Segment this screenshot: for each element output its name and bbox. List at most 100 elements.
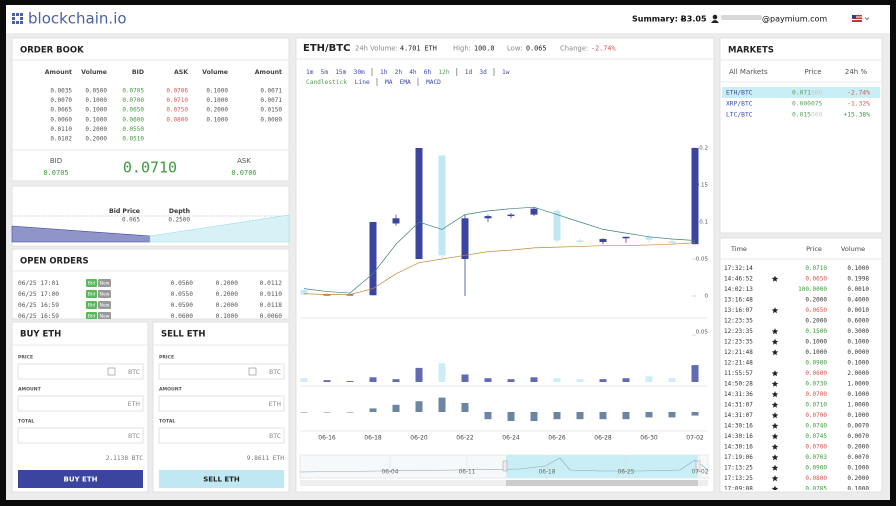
stat-value: 0.065 [526,45,546,53]
button-label[interactable]: SELL ETH [203,476,240,484]
markets-panel [719,37,883,234]
panel-title: ORDER BOOK [20,46,84,56]
trade-volume: 0.6000 [847,318,869,325]
indicator-line [303,206,696,294]
macd-bar [691,412,699,416]
side-tag [86,290,97,298]
x-tick-label: 07-02 [686,435,704,442]
y-tick-label: 0.1 [699,220,708,226]
bid-cell: 0.0500 [85,88,107,95]
toolbar-button[interactable]: 2h [395,69,403,76]
order-price: 0.0550 [171,291,194,298]
button[interactable] [159,470,284,488]
navigator-selection[interactable] [506,455,698,478]
volume-bar [300,378,308,382]
field-unit: BTC [269,433,281,440]
toolbar-button[interactable]: 15m [335,69,346,76]
trade-price: 0.1500 [805,328,827,335]
candle-body [484,216,492,219]
user-icon [712,14,718,20]
toolbar-button[interactable]: 1w [502,69,510,76]
field-unit: BTC [269,369,281,376]
toolbar-button[interactable]: 5m [321,69,329,76]
toolbar-button[interactable]: Line [355,79,370,86]
market-pair[interactable]: LTC/BTC [726,112,753,119]
x-tick-label: 06-26 [548,435,566,442]
market-change: -2.74% [847,90,870,97]
volume-bar [461,374,469,382]
open-orders-panel [11,248,290,320]
input[interactable] [17,395,144,412]
input[interactable] [17,363,144,380]
toolbar-button[interactable]: 1d [465,69,473,76]
volume-bar [691,365,699,382]
candle-body [691,148,699,245]
input[interactable] [158,363,285,380]
star-icon [771,349,779,356]
toolbar-button[interactable]: 1h [380,69,388,76]
bid-cell: 0.0650 [122,107,144,114]
navigator-label: 06-25 [618,470,635,476]
toolbar-button[interactable]: 1m [306,69,314,76]
trade-price: 0.0785 [805,486,827,493]
volume-bar [599,379,607,382]
scrollbar-thumb[interactable] [506,480,698,486]
ask-cell: 0.0750 [166,107,188,114]
trades-list: 17:32:14 0.0710 0.1000 14:46:52 0.0650 0.1998… [724,265,869,493]
bid-cell: 0.2000 [85,136,107,143]
chart-panel [295,37,715,493]
trade-price: 0.2000 [805,297,827,304]
status-tag [98,279,111,287]
column-header: Volume [81,69,107,76]
toolbar-button[interactable]: 30m [354,69,365,76]
candle-body [346,294,354,296]
field-unit: ETH [269,401,282,408]
column-header: Amount [45,69,72,76]
navigator-label: 06-04 [382,470,399,476]
toolbar-button[interactable]: 3d [479,69,487,76]
button-label[interactable]: BUY ETH [64,476,98,484]
panel-title: OPEN ORDERS [20,257,89,267]
order-date: 06/25 16:59 [18,313,59,320]
calculator-icon [248,367,257,376]
market-pair[interactable]: XRP/BTC [726,101,753,108]
navigator-handle[interactable] [502,460,508,472]
depth-ask-area [149,214,290,243]
button[interactable] [18,470,143,488]
toolbar-button[interactable]: MACD [426,79,441,86]
macd-bar [668,412,676,418]
trade-time: 13:16:48 [724,297,753,304]
column-header: Price [804,68,821,76]
trade-volume: 0.1000 [847,360,869,367]
star-icon [771,307,779,314]
trade-volume: 0.2000 [847,475,869,482]
x-tick-label: 06-24 [502,435,520,442]
toolbar-button[interactable]: 6h [424,69,432,76]
macd-bar [415,401,423,412]
x-tick-label: 06-30 [640,435,658,442]
trade-volume: 0.0070 [847,423,869,430]
toolbar-button[interactable]: MA [385,79,393,86]
star-icon [771,422,779,429]
trade-volume: 0.2000 [847,444,869,451]
flag[interactable] [852,15,870,22]
trade-volume: 0.0070 [847,433,869,440]
toolbar-button[interactable]: EMA [400,79,411,86]
toolbar-button[interactable]: 12h [438,69,449,76]
input[interactable] [158,395,285,412]
trades-panel [719,237,883,493]
market-change: +15.38% [843,112,870,119]
x-tick-label: 06-18 [364,435,382,442]
trade-time: 14:30:16 [724,444,753,451]
side-tag-text: Bid [88,314,95,320]
macd-bar [323,412,331,413]
input[interactable] [158,427,285,444]
macd-bar [530,412,538,421]
toolbar-button[interactable]: 4h [409,69,417,76]
scrollbar[interactable] [300,480,708,486]
input[interactable] [17,427,144,444]
star-icon [771,443,779,450]
market-pair[interactable]: ETH/BTC [726,90,753,97]
toolbar-button[interactable]: Candlestick [306,79,347,86]
trade-time: 12:23:35 [724,339,753,346]
